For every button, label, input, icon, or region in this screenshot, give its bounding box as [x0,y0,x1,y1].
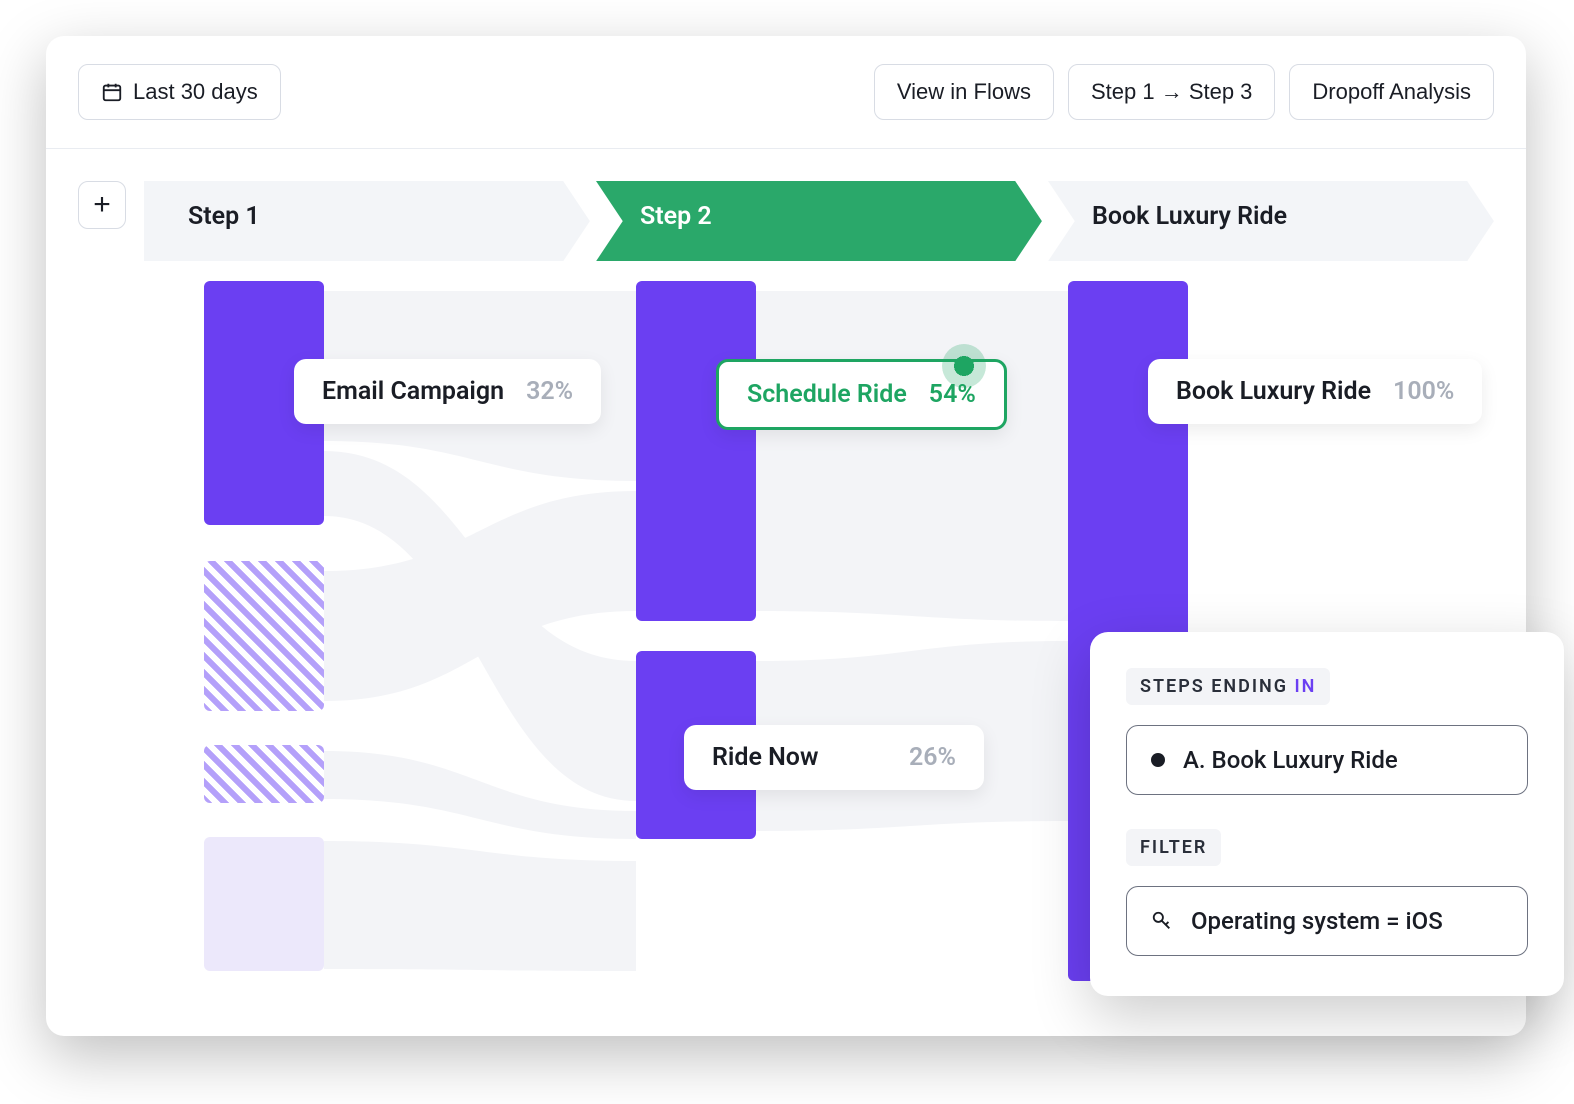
bullet-icon [1151,753,1165,767]
step2-top-label-card[interactable]: Schedule Ride 54% [716,359,1007,430]
filter-select[interactable]: Operating system = iOS [1126,886,1528,956]
dropoff-analysis-button[interactable]: Dropoff Analysis [1289,64,1494,120]
chevron-label: Book Luxury Ride [1092,202,1287,231]
toolbar: Last 30 days View in Flows Step 1 → Step… [46,36,1526,149]
filter-tag: FILTER [1126,829,1221,866]
view-in-flows-button[interactable]: View in Flows [874,64,1054,120]
step1-event-label: Email Campaign [322,377,504,406]
tag-suffix: IN [1295,676,1317,697]
highlight-pulse-icon [942,344,986,388]
date-range-button[interactable]: Last 30 days [78,64,281,120]
step3-label-card[interactable]: Book Luxury Ride 100% [1148,359,1482,424]
filter-panel: STEPS ENDING IN A. Book Luxury Ride FILT… [1090,632,1564,996]
step3-pct: 100% [1393,377,1454,406]
step2-bottom-event-label: Ride Now [712,743,818,772]
chevron-step-3[interactable]: Book Luxury Ride [1048,181,1494,251]
step1-bar-hatch-1 [204,561,324,711]
step-chevrons: Step 1 Step 2 Book Luxury Ride [144,181,1494,251]
step1-label-card[interactable]: Email Campaign 32% [294,359,601,424]
chevron-step-1[interactable]: Step 1 [144,181,590,251]
chevron-step-2[interactable]: Step 2 [596,181,1042,251]
step2-bottom-label-card[interactable]: Ride Now 26% [684,725,984,790]
step1-bar-faint [204,837,324,971]
chevron-label: Step 2 [640,202,712,231]
step-range-button[interactable]: Step 1 → Step 3 [1068,64,1275,120]
tag-prefix: STEPS ENDING [1140,676,1288,697]
ending-step-label: A. Book Luxury Ride [1183,746,1398,774]
calendar-icon [101,81,123,103]
add-step-button[interactable]: + [78,181,126,229]
steps-ending-tag: STEPS ENDING IN [1126,668,1330,705]
step1-bar-hatch-2 [204,745,324,803]
step2-top-event-label: Schedule Ride [747,380,907,409]
chevron-label: Step 1 [188,202,260,231]
key-icon [1151,910,1173,932]
step1-pct: 32% [526,377,573,406]
step2-bar-top [636,281,756,621]
filter-value: Operating system = iOS [1191,907,1443,935]
ending-step-select[interactable]: A. Book Luxury Ride [1126,725,1528,795]
step2-bottom-pct: 26% [909,743,956,772]
date-range-label: Last 30 days [133,79,258,105]
step3-event-label: Book Luxury Ride [1176,377,1371,406]
